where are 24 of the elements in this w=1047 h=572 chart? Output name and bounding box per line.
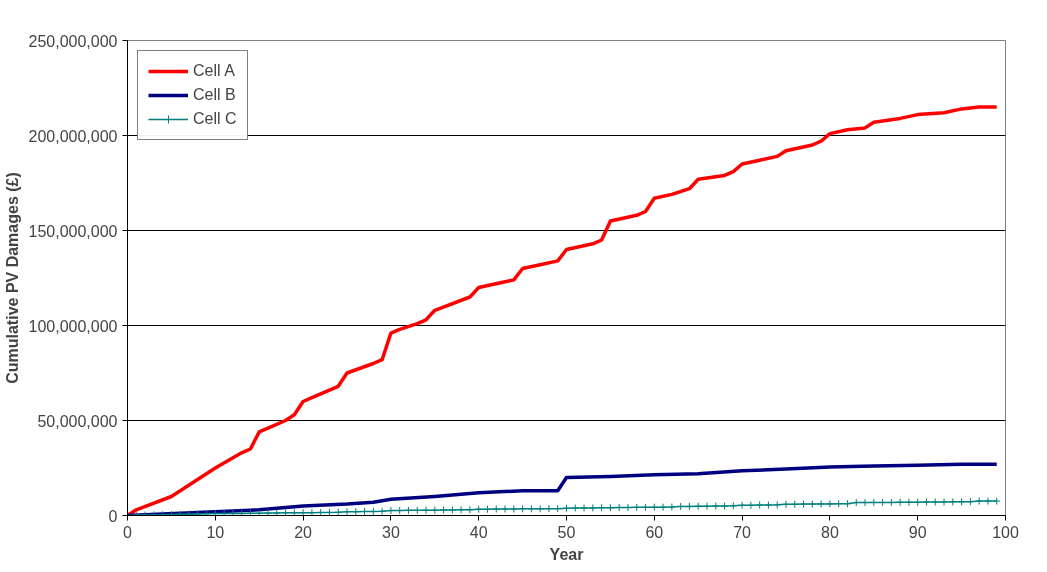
y-tick-label: 250,000,000 [28,32,118,50]
x-tick-label: 100 [992,523,1019,541]
x-tick-label: 40 [469,523,488,541]
line-series [127,462,999,516]
x-tick-label: 20 [294,523,313,541]
y-tick-label: 100,000,000 [28,317,118,335]
x-tick-label: 10 [206,523,225,541]
legend-label: Cell C [193,110,237,128]
x-tick-label: 60 [645,523,664,541]
x-tick-label: 50 [557,523,576,541]
y-tick-label: 150,000,000 [28,222,118,240]
x-tick-label: 80 [821,523,839,541]
legend-label: Cell A [193,62,235,80]
y-tick-label: 0 [108,507,118,525]
x-axis-title: Year [549,545,584,563]
line-series [127,105,999,516]
x-tick-label: 90 [908,523,927,541]
x-tick-label: 30 [382,523,400,541]
y-tick-label: 50,000,000 [37,412,118,430]
y-tick-label: 200,000,000 [28,127,118,145]
x-tick-label: 0 [123,523,133,541]
x-tick-label: 70 [733,523,752,541]
y-axis-title: Cumulative PV Damages (£) [3,172,21,384]
legend-label: Cell B [193,86,236,104]
